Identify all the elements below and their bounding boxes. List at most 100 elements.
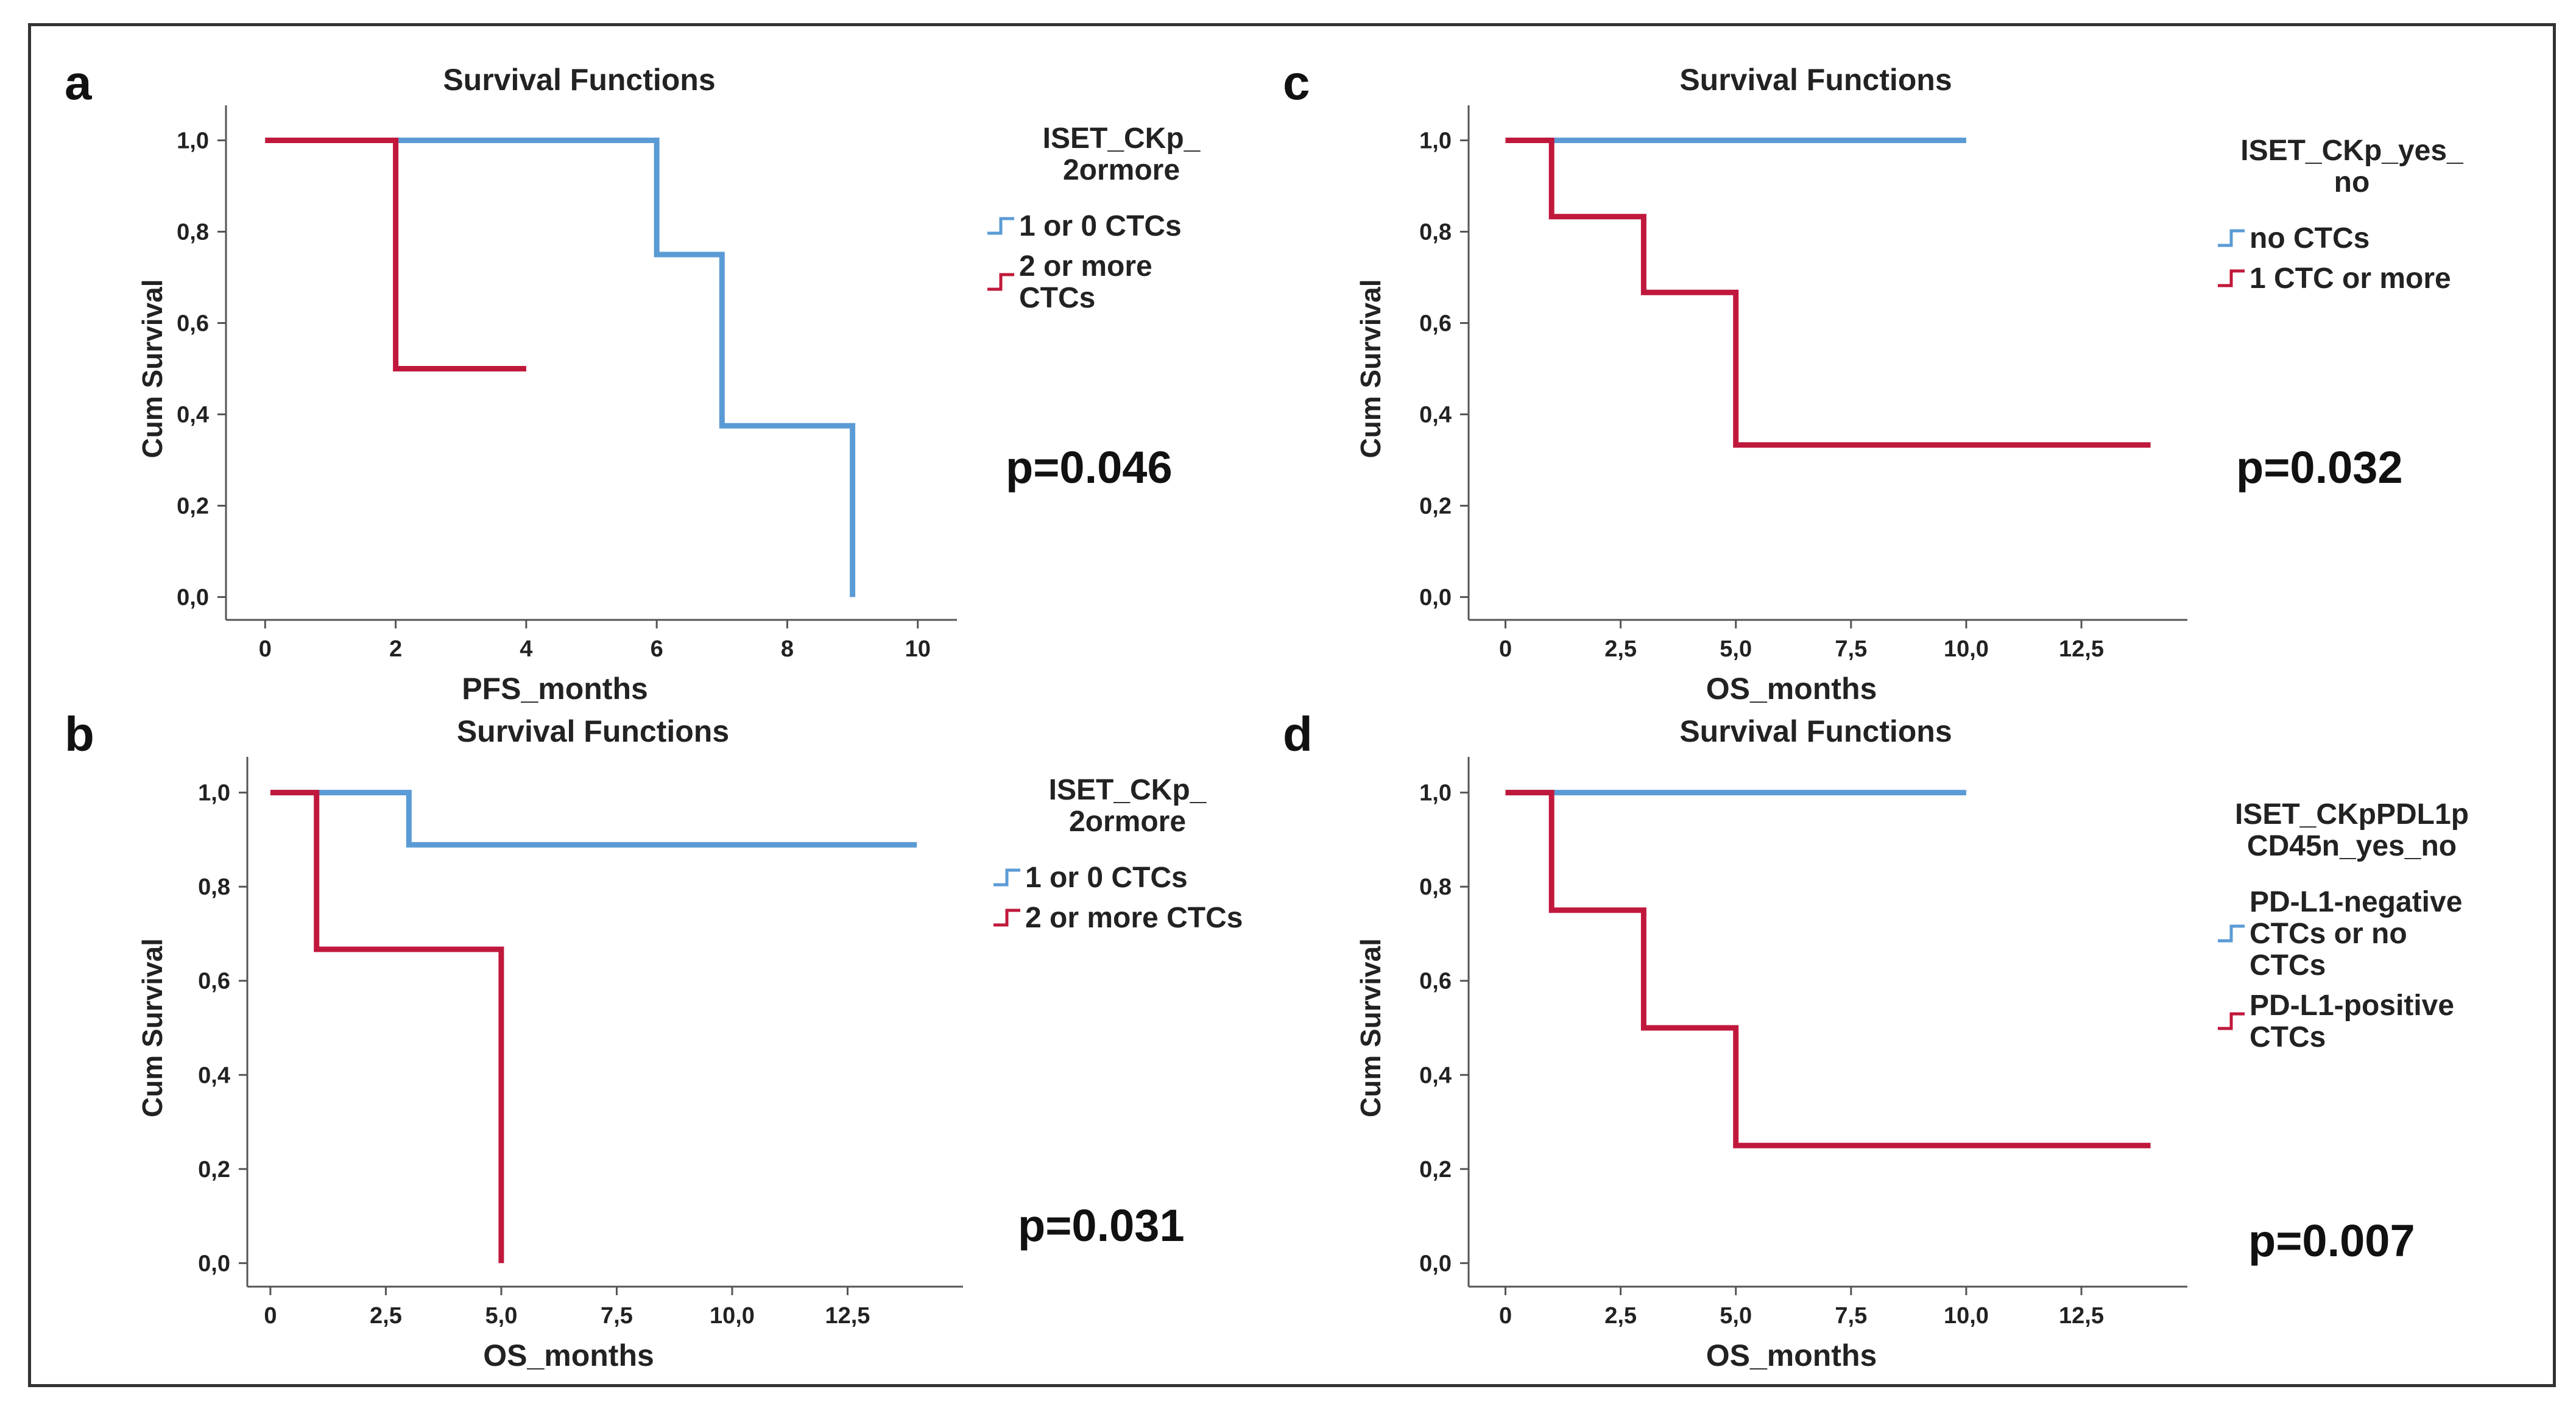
- y-tick-label: 0,6: [198, 969, 230, 994]
- chart-title: Survival Functions: [457, 714, 729, 748]
- x-tick-label: 5,0: [485, 1303, 518, 1329]
- panel-letter: d: [1283, 707, 1313, 761]
- x-tick-label: 12,5: [2059, 636, 2104, 662]
- x-tick-label: 7,5: [1835, 636, 1867, 662]
- chart-title: Survival Functions: [443, 63, 715, 97]
- x-tick-label: 0: [259, 636, 272, 662]
- y-tick-label: 0,4: [177, 402, 209, 428]
- panel-c: c Survival Functions 0,0 0,2 0,4 0,6 0,8 1,0 0 2,…: [1283, 55, 2464, 706]
- y-tick-label: 1,0: [1419, 781, 1452, 806]
- legend-label: 1 or 0 CTCs: [1019, 210, 1182, 242]
- legend-marker-1: [993, 868, 1020, 887]
- x-tick-label: 0: [1499, 636, 1512, 662]
- legend-marker-1: [2218, 924, 2245, 943]
- y-tick-label: 0,8: [1419, 874, 1452, 900]
- p-value-annotation: p=0.031: [1018, 1200, 1185, 1251]
- panel-letter: b: [65, 707, 94, 761]
- x-tick-label: 10: [905, 636, 931, 662]
- y-tick-label: 0,6: [177, 311, 209, 337]
- legend-title: CD45n_yes_no: [2247, 830, 2457, 862]
- p-value-annotation: p=0.032: [2236, 442, 2403, 493]
- p-value-annotation: p=0.046: [1006, 442, 1173, 493]
- legend-title: 2ormore: [1063, 154, 1180, 186]
- y-tick-label: 0,2: [198, 1157, 230, 1183]
- series-line-1: [270, 790, 917, 848]
- y-tick-label: 0,2: [1419, 1157, 1452, 1183]
- y-tick-label: 0,2: [177, 494, 209, 519]
- legend-title: no: [2334, 166, 2370, 199]
- x-tick-label: 5,0: [1720, 636, 1752, 662]
- y-tick-label: 0,8: [198, 874, 230, 900]
- x-tick-label: 2,5: [370, 1303, 402, 1329]
- legend-title: ISET_CKp_: [1043, 122, 1201, 155]
- legend-label: 1 CTC or more: [2250, 262, 2451, 295]
- x-tick-label: 12,5: [825, 1303, 870, 1329]
- y-tick-label: 1,0: [198, 781, 230, 806]
- x-tick-label: 2: [389, 636, 402, 662]
- x-tick-label: 0: [264, 1303, 277, 1329]
- legend-title: ISET_CKpPDL1p: [2235, 798, 2469, 831]
- y-axis-label: Cum Survival: [136, 938, 168, 1117]
- x-tick-label: 12,5: [2059, 1303, 2104, 1329]
- y-axis-label: Cum Survival: [1355, 938, 1386, 1117]
- x-tick-label: 2,5: [1604, 636, 1637, 662]
- legend-title: 2ormore: [1069, 806, 1186, 838]
- x-tick-label: 7,5: [1835, 1303, 1867, 1329]
- legend-label: 1 or 0 CTCs: [1025, 862, 1188, 894]
- legend-marker-2: [2218, 1012, 2245, 1030]
- y-tick-label: 0,4: [198, 1063, 230, 1088]
- series-line-1: [265, 138, 856, 597]
- x-axis-label: OS_months: [1706, 672, 1877, 706]
- survival-charts-figure: a Survival Functions 0,0 0,2 0,4 0,6 0,8 1,0 0 2 4…: [65, 55, 2469, 1373]
- panel-d: d Survival Functions 0,0 0,2 0,4 0,6 0,8 1,0 0 2,…: [1283, 707, 2469, 1373]
- legend-marker-1: [987, 217, 1014, 235]
- p-value-annotation: p=0.007: [2248, 1215, 2415, 1266]
- y-axis-label: Cum Survival: [136, 279, 168, 459]
- x-tick-label: 5,0: [1720, 1303, 1752, 1329]
- series-line-2: [1505, 790, 2151, 1148]
- panel-letter: c: [1283, 55, 1310, 110]
- legend-title: ISET_CKp_: [1049, 774, 1207, 806]
- y-tick-label: 0,0: [177, 585, 209, 611]
- figure-frame: a Survival Functions 0,0 0,2 0,4 0,6 0,8 1,0 0 2 4…: [28, 23, 2556, 1387]
- legend-label: CTCs: [2250, 1021, 2326, 1053]
- legend-marker-1: [2218, 229, 2245, 247]
- legend-label: 2 or more CTCs: [1025, 902, 1243, 934]
- legend-title: ISET_CKp_yes_: [2240, 135, 2464, 167]
- chart-title: Survival Functions: [1679, 714, 1952, 748]
- panel-letter: a: [65, 55, 92, 110]
- x-tick-label: 10,0: [1944, 636, 1989, 662]
- y-tick-label: 0,2: [1419, 494, 1452, 519]
- y-tick-label: 1,0: [1419, 128, 1452, 154]
- y-tick-label: 0,0: [1419, 585, 1452, 611]
- legend-label: CTCs: [1019, 282, 1095, 314]
- legend-marker-2: [2218, 269, 2245, 287]
- series-line-2: [1505, 138, 2151, 448]
- x-tick-label: 6: [651, 636, 663, 662]
- y-tick-label: 0,8: [1419, 220, 1452, 245]
- y-tick-label: 0,8: [177, 220, 209, 245]
- y-tick-label: 0,4: [1419, 402, 1452, 428]
- y-tick-label: 0,0: [198, 1251, 230, 1276]
- series-line-2: [265, 138, 526, 371]
- y-tick-label: 0,6: [1419, 311, 1452, 337]
- x-axis-label: PFS_months: [462, 672, 648, 706]
- legend-label: CTCs or no: [2250, 918, 2407, 950]
- y-tick-label: 0,0: [1419, 1251, 1452, 1276]
- y-axis-label: Cum Survival: [1355, 279, 1386, 459]
- legend-marker-2: [987, 273, 1014, 291]
- y-tick-label: 1,0: [177, 128, 209, 154]
- chart-title: Survival Functions: [1679, 63, 1952, 97]
- panel-a: a Survival Functions 0,0 0,2 0,4 0,6 0,8 1,0 0 2 4…: [65, 55, 1201, 706]
- x-axis-label: OS_months: [483, 1338, 654, 1373]
- legend-label: CTCs: [2250, 949, 2326, 982]
- legend-label: PD-L1-positive: [2250, 989, 2454, 1022]
- x-tick-label: 2,5: [1604, 1303, 1637, 1329]
- legend-marker-2: [993, 909, 1020, 927]
- x-tick-label: 10,0: [1944, 1303, 1989, 1329]
- legend-label: 2 or more: [1019, 250, 1152, 283]
- panel-b: b Survival Functions 0,0 0,2 0,4 0,6 0,8 1,0 0 2,…: [65, 707, 1243, 1373]
- x-tick-label: 0: [1499, 1303, 1512, 1329]
- x-tick-label: 10,0: [710, 1303, 755, 1329]
- legend-label: PD-L1-negative: [2250, 886, 2462, 918]
